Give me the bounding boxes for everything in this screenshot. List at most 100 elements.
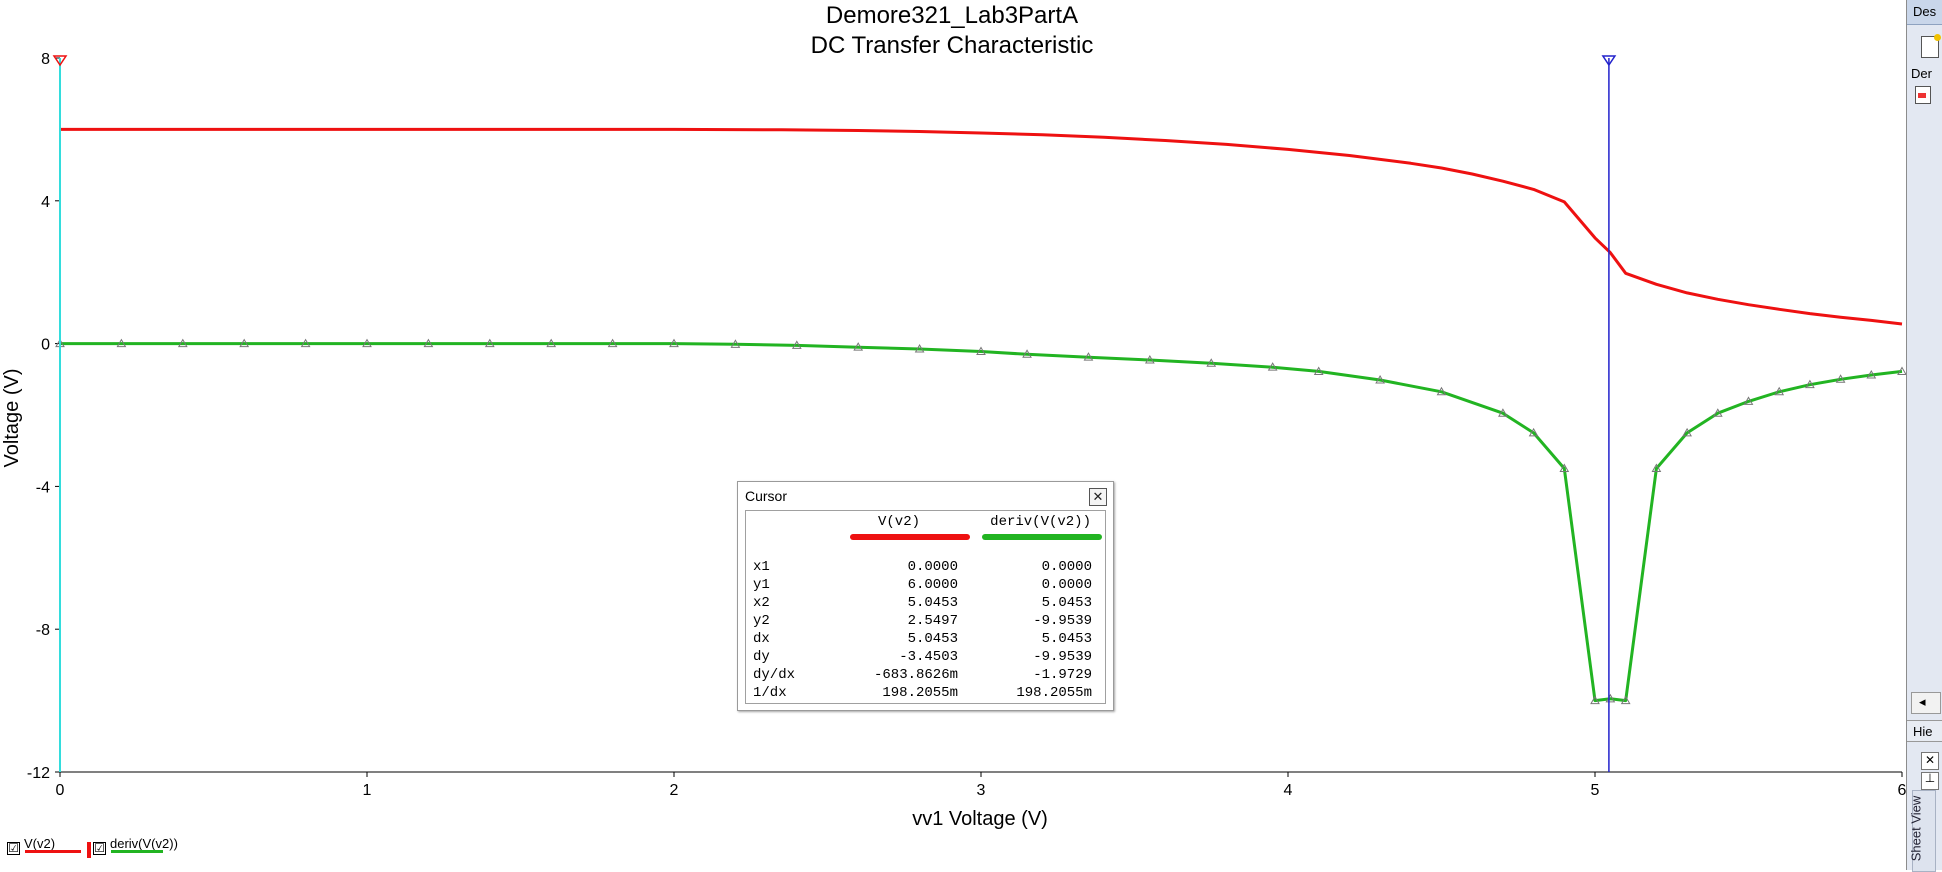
cursor-row-y2: y2 2.5497 -9.9539 — [746, 613, 1105, 631]
cursor-layer — [52, 55, 1617, 772]
series-2-marker — [423, 338, 434, 348]
series-2-marker — [1528, 427, 1539, 437]
plot-area: 0 1 2 3 4 5 6 8 4 0 -4 -8 -12 Demore321_Lab3PartA DC… — [1, 2, 1906, 830]
cursor-row-dy: dy -3.4503 -9.9539 — [746, 649, 1105, 667]
row-value-2: 5.0453 — [1041, 631, 1092, 647]
legend-checkbox-v-v2[interactable]: ☑ — [7, 841, 20, 855]
pin-icon[interactable]: ⊥ — [1921, 772, 1939, 790]
row-value-2: 0.0000 — [1041, 559, 1092, 575]
cursor-window[interactable]: Cursor ✕ V(v2) deriv(V(v2)) x1 0.0000 0.00… — [737, 481, 1114, 711]
x-tick-label-0: 0 — [56, 782, 65, 799]
series-2-marker — [1590, 695, 1600, 705]
series-2-marker — [362, 338, 372, 348]
row-value-2: -1.9729 — [1033, 667, 1092, 683]
cursor-row-dy/dx: dy/dx -683.8626m -1.9729 — [746, 667, 1105, 685]
cursor-column-2-swatch — [982, 534, 1102, 540]
series-2-marker — [1313, 366, 1324, 375]
cursor-column-1-swatch — [850, 534, 970, 540]
new-document-icon[interactable] — [1921, 34, 1941, 58]
x-tick-label-5: 5 — [1591, 782, 1600, 799]
series-2-marker — [1267, 362, 1278, 371]
series-2-marker — [116, 338, 127, 348]
sheet-view-label: Sheet View — [1908, 795, 1924, 862]
series-2-marker — [1498, 408, 1508, 417]
row-value-2: 198.2055m — [1016, 685, 1092, 701]
row-label: dx — [753, 631, 770, 647]
row-label: dy/dx — [753, 667, 796, 683]
series-layer — [55, 127, 1906, 705]
chart-title: Demore321_Lab3PartA — [826, 2, 1078, 29]
cursor-table: V(v2) deriv(V(v2)) x1 0.0000 0.0000 y1 6.000… — [745, 510, 1106, 704]
y-tick-label-4: 4 — [41, 194, 50, 211]
series-2-marker — [177, 338, 188, 348]
hierarchy-tab-label: Hie — [1913, 724, 1933, 739]
cursor-window-title: Cursor — [745, 488, 788, 504]
series-2-marker — [239, 338, 250, 348]
row-value-2: -9.9539 — [1033, 613, 1092, 629]
scroll-left-button[interactable]: ◂ — [1911, 692, 1941, 714]
row-value-2: 5.0453 — [1041, 595, 1092, 611]
row-label: x2 — [753, 595, 770, 611]
series-2-marker — [1375, 375, 1385, 384]
y-axis-label: Voltage (V) — [1, 369, 23, 468]
row-value-1: 6.0000 — [907, 577, 958, 593]
cursor-row-y1: y1 6.0000 0.0000 — [746, 577, 1105, 595]
series-2-marker — [914, 343, 925, 353]
document-icon[interactable] — [1915, 86, 1931, 104]
series-2-marker — [730, 339, 741, 348]
side-tab-design[interactable]: Der — [1911, 66, 1932, 81]
y-tick-label-8: 8 — [41, 51, 50, 68]
legend-marker — [87, 842, 91, 858]
row-label: 1/dx — [753, 685, 787, 701]
series-2-marker — [1743, 396, 1754, 405]
x-axis-label: vv1 Voltage (V) — [912, 808, 1048, 830]
series-2-marker — [669, 338, 679, 348]
series-2-marker — [607, 338, 618, 348]
side-panel-header[interactable]: Des — [1907, 0, 1942, 25]
cursor-row-x2: x2 5.0453 5.0453 — [746, 595, 1105, 613]
cursor-column-2-header: deriv(V(v2)) — [990, 514, 1091, 530]
legend-line-deriv-v-v2 — [111, 850, 163, 853]
row-value-1: -683.8626m — [873, 667, 958, 683]
row-value-2: 0.0000 — [1041, 577, 1092, 593]
hierarchy-tab[interactable]: Hie — [1907, 720, 1942, 742]
close-icon[interactable]: ✕ — [1089, 488, 1107, 506]
side-panel: Des Der ◂ Hie ✕ ⊥ — [1906, 0, 1942, 870]
legend-label-v-v2: V(v2) — [24, 836, 56, 851]
series-2-marker — [1206, 358, 1217, 367]
series-2-marker — [546, 338, 557, 348]
cursor1-handle — [52, 55, 68, 67]
row-value-1: -3.4503 — [899, 649, 958, 665]
series-2-marker — [1866, 370, 1877, 379]
cursor2-handle — [1601, 55, 1617, 67]
legend-checkbox-deriv-v-v2[interactable]: ☑ — [93, 841, 106, 855]
side-tab-top[interactable]: Des — [1913, 4, 1937, 19]
cursor-column-1-header: V(v2) — [877, 514, 920, 530]
series-2-marker — [1436, 386, 1447, 396]
sheet-view-tab[interactable]: Sheet View — [1908, 790, 1936, 872]
x-tick-label-1: 1 — [363, 782, 372, 799]
row-value-1: 2.5497 — [907, 613, 958, 629]
row-value-1: 5.0453 — [907, 631, 958, 647]
series-2-marker — [1083, 352, 1094, 361]
cursor-row-dx: dx 5.0453 5.0453 — [746, 631, 1105, 649]
x-tick-label-6: 6 — [1898, 782, 1906, 799]
close-icon[interactable]: ✕ — [1921, 752, 1939, 770]
series-2-marker — [853, 342, 864, 351]
cursor-row-1/dx: 1/dx 198.2055m 198.2055m — [746, 685, 1105, 703]
series-line-1 — [60, 127, 1903, 326]
series-2-marker — [1651, 463, 1662, 473]
series-2-marker — [1144, 355, 1155, 364]
row-label: dy — [753, 649, 770, 665]
x-tick-label-2: 2 — [670, 782, 679, 799]
row-value-1: 0.0000 — [907, 559, 958, 575]
chart-subtitle: DC Transfer Characteristic — [811, 32, 1094, 59]
y-tick-label-0: 0 — [41, 337, 50, 354]
legend-label-deriv-v-v2: deriv(V(v2)) — [110, 836, 178, 851]
ticks: 0 1 2 3 4 5 6 8 4 0 -4 -8 -12 — [27, 51, 1906, 799]
series-2-marker — [791, 340, 802, 349]
cursor-row-x1: x1 0.0000 0.0000 — [746, 559, 1105, 577]
series-2-marker — [1620, 695, 1631, 705]
series-2-marker — [1835, 374, 1846, 383]
y-tick-label--8: -8 — [36, 622, 50, 639]
